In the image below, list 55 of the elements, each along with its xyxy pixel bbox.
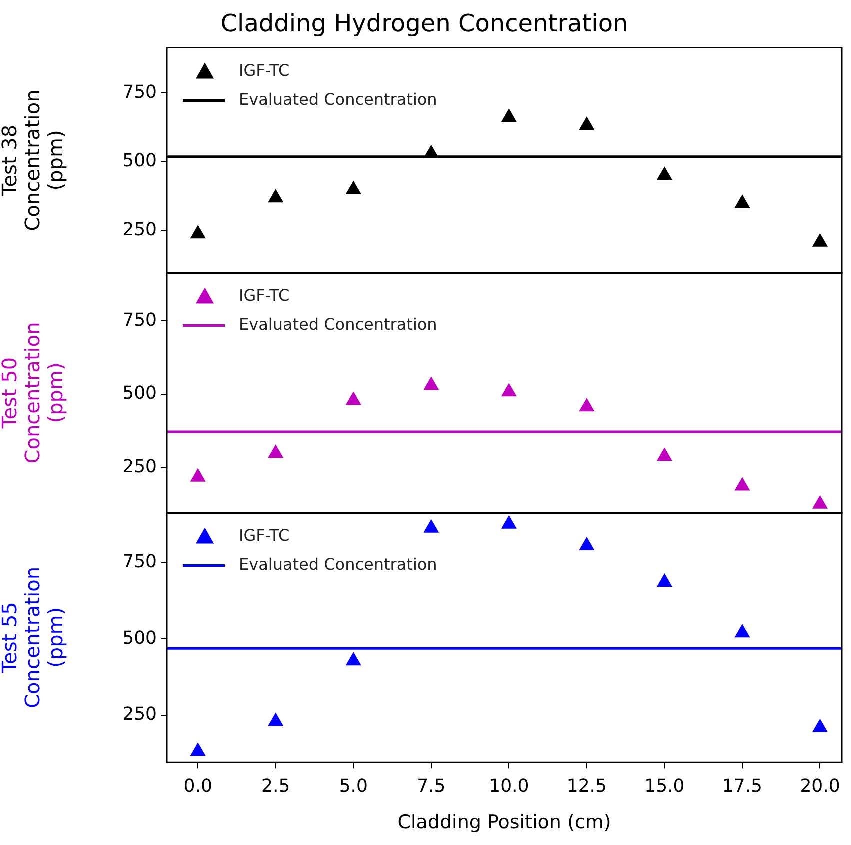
x-tick-label: 17.5 — [722, 776, 762, 798]
legend-label: IGF-TC — [239, 526, 290, 545]
point — [812, 718, 828, 732]
point — [579, 116, 595, 130]
x-tick-label: 7.5 — [417, 776, 446, 798]
x-tick-label: 0.0 — [184, 776, 212, 798]
x-tick-label: 5.0 — [339, 776, 368, 798]
y-tick-label: 500 — [122, 383, 157, 404]
point — [734, 477, 750, 491]
point — [501, 383, 517, 397]
legend-label: Evaluated Concentration — [239, 314, 438, 334]
legend-label: Evaluated Concentration — [239, 554, 438, 574]
point — [346, 652, 362, 666]
point — [346, 392, 362, 406]
legend-label: Evaluated Concentration — [239, 90, 438, 109]
point — [656, 574, 672, 588]
point — [190, 742, 206, 756]
y-tick-label: 250 — [122, 456, 157, 478]
x-tick-label: 20.0 — [800, 776, 840, 798]
y-tick-label: 750 — [122, 310, 157, 331]
point — [501, 108, 517, 122]
point — [812, 233, 828, 247]
x-tick-label: 2.5 — [262, 776, 290, 798]
legend-label: IGF-TC — [239, 60, 290, 80]
point — [656, 448, 672, 462]
point — [268, 189, 284, 203]
y-tick-label: 750 — [122, 552, 157, 573]
x-tick-label: 10.0 — [489, 776, 530, 798]
point — [424, 376, 440, 390]
point — [579, 398, 595, 412]
point — [190, 468, 206, 482]
y-axis-title: Test 55 Concentration (ppm) — [0, 566, 68, 708]
x-tick-label: 12.5 — [566, 776, 607, 798]
point — [734, 624, 750, 638]
point — [501, 515, 517, 529]
y-tick-label: 500 — [122, 150, 157, 172]
x-axis-title: Cladding Position (cm) — [398, 812, 612, 834]
y-tick-label: 750 — [122, 82, 157, 103]
y-tick-label: 250 — [122, 704, 157, 726]
y-axis-title: Test 50 Concentration (ppm) — [0, 322, 68, 464]
legend-label: IGF-TC — [239, 286, 290, 305]
chart-title: Cladding Hydrogen Concentration — [220, 10, 628, 38]
y-tick-label: 500 — [122, 628, 157, 649]
point — [268, 444, 284, 458]
point — [190, 225, 206, 239]
point — [812, 495, 828, 509]
point — [268, 712, 284, 726]
y-axis-title: Test 38 Concentration (ppm) — [0, 90, 68, 232]
point — [579, 537, 595, 551]
point — [734, 194, 750, 208]
x-tick-label: 15.0 — [644, 776, 685, 798]
point — [656, 166, 672, 180]
point — [346, 180, 362, 194]
point — [424, 519, 440, 533]
y-tick-label: 250 — [122, 219, 157, 240]
